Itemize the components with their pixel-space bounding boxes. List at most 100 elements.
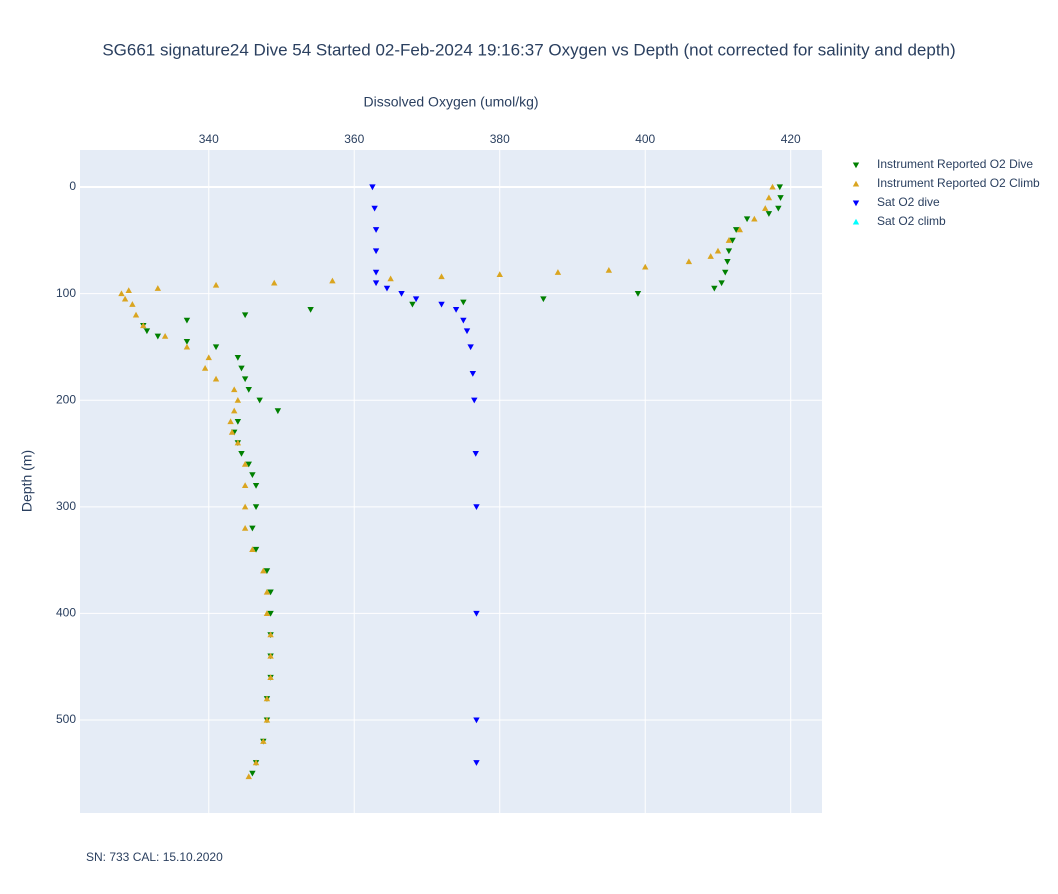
point — [722, 269, 729, 276]
x-tick-label: 400 — [635, 132, 655, 146]
point — [263, 610, 271, 616]
point — [718, 280, 725, 287]
point — [161, 333, 169, 339]
point — [724, 259, 731, 265]
point — [140, 322, 147, 329]
point — [234, 439, 242, 446]
point — [231, 386, 238, 393]
point — [245, 773, 252, 780]
point — [252, 759, 260, 766]
point — [473, 610, 480, 617]
point — [238, 450, 245, 457]
point — [765, 211, 773, 217]
point — [540, 296, 547, 303]
point — [228, 428, 236, 435]
point — [241, 503, 249, 510]
point — [605, 266, 613, 273]
point — [234, 355, 242, 361]
point — [452, 307, 460, 313]
point — [267, 652, 274, 659]
legend-label: Sat O2 climb — [877, 214, 946, 228]
point — [183, 339, 191, 345]
point — [125, 287, 132, 293]
point — [241, 376, 249, 383]
point — [274, 408, 282, 415]
point — [252, 504, 260, 511]
point — [776, 184, 784, 191]
point — [725, 237, 733, 243]
point — [460, 317, 467, 324]
point — [249, 472, 256, 479]
point — [372, 280, 380, 287]
point — [725, 248, 733, 255]
point — [263, 568, 271, 574]
y-tick-label: 200 — [56, 392, 76, 406]
point — [260, 567, 267, 574]
legend-marker — [852, 162, 860, 169]
point — [252, 482, 260, 489]
point — [249, 525, 256, 532]
point — [263, 695, 271, 702]
point — [471, 397, 478, 404]
point — [121, 295, 129, 302]
point — [409, 301, 416, 308]
point — [751, 215, 758, 222]
point — [183, 317, 191, 324]
annotation: SN: 733 CAL: 15.10.2020 — [86, 850, 223, 864]
point — [212, 281, 220, 288]
point — [260, 738, 267, 744]
point — [267, 674, 274, 680]
point — [554, 269, 562, 275]
point — [238, 365, 245, 372]
point — [496, 271, 503, 277]
point — [212, 375, 220, 382]
plot-area — [80, 150, 822, 813]
point — [743, 216, 751, 223]
point — [732, 227, 740, 233]
point — [231, 407, 238, 414]
point — [729, 237, 736, 244]
point — [234, 418, 242, 425]
point — [711, 285, 718, 292]
point — [736, 226, 743, 233]
x-tick-label: 420 — [781, 132, 801, 146]
point — [372, 227, 380, 233]
point — [234, 397, 242, 403]
point — [212, 344, 220, 351]
point — [372, 248, 380, 255]
point — [241, 312, 249, 319]
point — [473, 760, 480, 766]
point — [154, 285, 162, 291]
point — [438, 301, 445, 308]
point — [267, 589, 274, 596]
y-tick-label: 300 — [56, 499, 76, 513]
point — [252, 546, 260, 553]
point — [467, 344, 474, 351]
point — [777, 195, 784, 201]
point — [714, 247, 722, 254]
point — [143, 328, 151, 335]
point — [762, 205, 769, 211]
point — [685, 258, 693, 265]
point — [241, 524, 249, 531]
point — [118, 290, 125, 297]
x-tick-label: 340 — [199, 132, 219, 146]
legend-marker — [852, 200, 860, 207]
point — [412, 296, 420, 303]
point — [249, 546, 256, 553]
point — [473, 504, 480, 511]
point — [371, 205, 378, 212]
point — [205, 354, 212, 361]
x-tick-label: 360 — [344, 132, 364, 146]
point — [469, 370, 477, 377]
x-tick-label: 380 — [490, 132, 510, 146]
point — [765, 194, 773, 201]
legend-marker — [852, 218, 860, 225]
point — [245, 461, 252, 468]
point — [369, 184, 376, 191]
point — [634, 291, 642, 297]
point — [201, 365, 209, 371]
point — [642, 263, 649, 270]
point — [263, 588, 271, 595]
